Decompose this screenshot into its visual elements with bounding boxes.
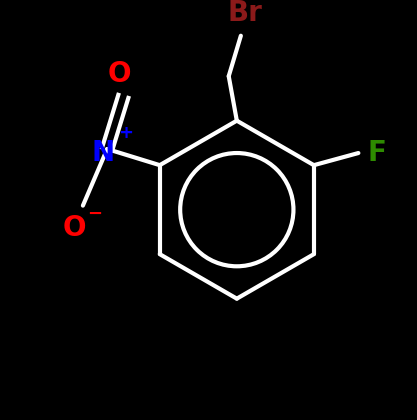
- Text: Br: Br: [227, 0, 262, 27]
- Text: N: N: [92, 139, 115, 167]
- Text: −: −: [88, 205, 103, 223]
- Text: +: +: [118, 124, 133, 142]
- Text: F: F: [367, 139, 386, 167]
- Text: O: O: [63, 214, 87, 242]
- Text: O: O: [108, 60, 131, 88]
